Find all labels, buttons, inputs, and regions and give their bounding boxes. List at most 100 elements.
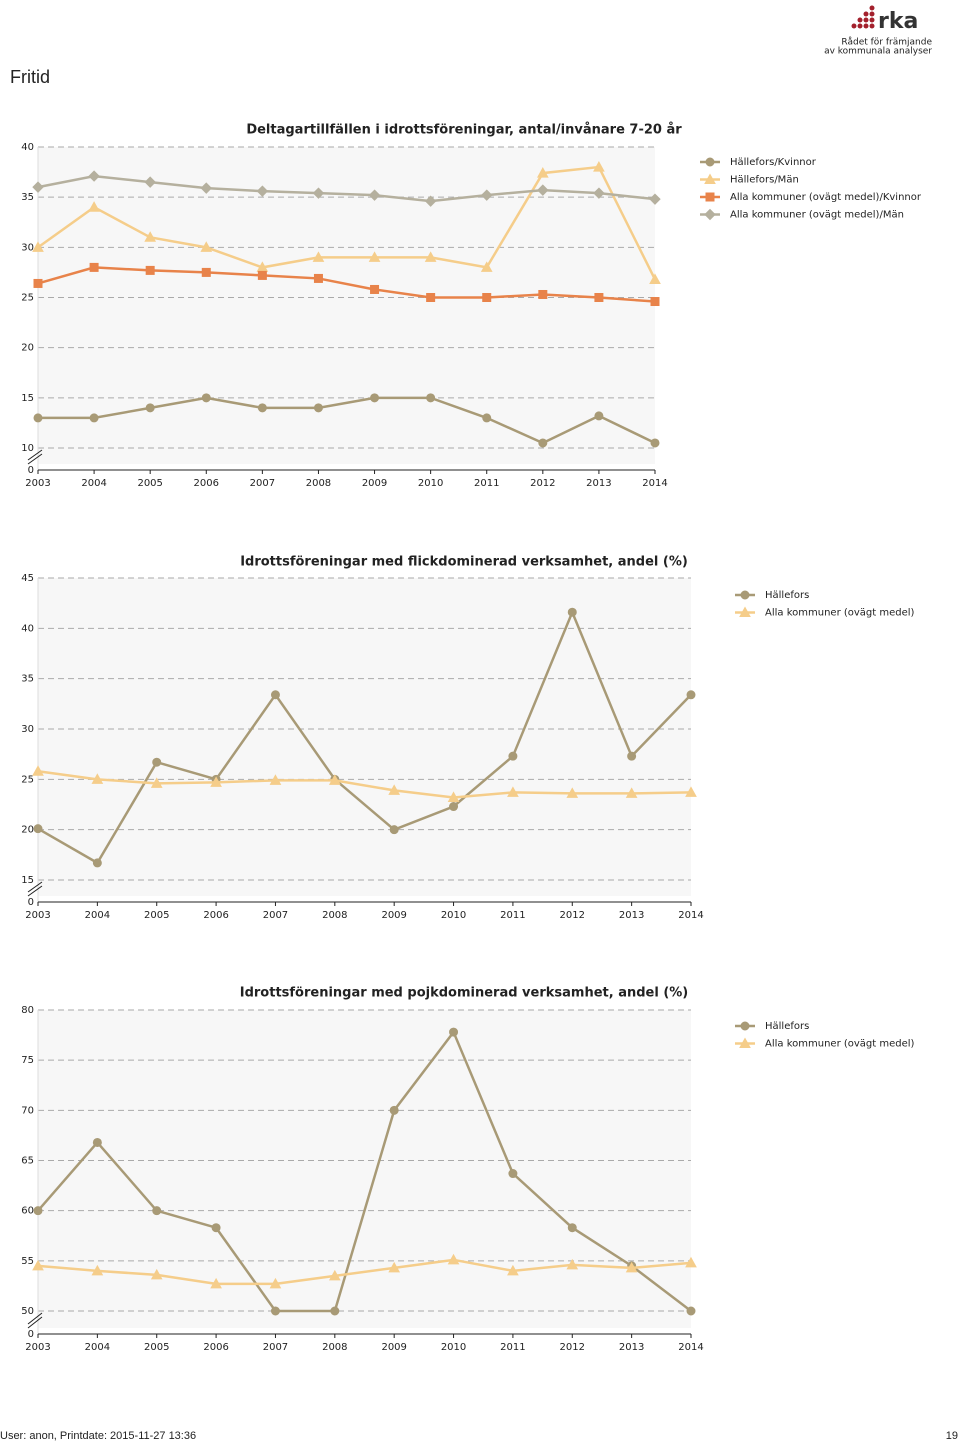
marker bbox=[537, 184, 549, 196]
legend-label: Hällefors bbox=[765, 590, 809, 601]
marker bbox=[150, 1268, 163, 1280]
x-tick-label: 2013 bbox=[619, 1342, 644, 1353]
marker bbox=[368, 251, 381, 262]
y-tick-label: 40 bbox=[21, 623, 34, 634]
marker bbox=[739, 606, 751, 617]
marker bbox=[150, 777, 163, 788]
marker bbox=[627, 751, 637, 761]
page-number: 19 bbox=[946, 1430, 958, 1442]
y-tick-label: 25 bbox=[21, 774, 34, 785]
marker bbox=[625, 787, 638, 798]
marker bbox=[89, 413, 99, 423]
marker bbox=[88, 201, 100, 212]
x-tick-label: 2005 bbox=[137, 478, 162, 489]
x-tick-label: 2008 bbox=[306, 478, 331, 489]
marker bbox=[92, 1137, 102, 1147]
marker bbox=[388, 784, 401, 795]
marker bbox=[480, 261, 493, 272]
marker bbox=[269, 1277, 282, 1289]
marker bbox=[449, 1027, 459, 1037]
marker bbox=[201, 267, 211, 277]
marker bbox=[538, 438, 548, 448]
y-tick-label: 15 bbox=[21, 875, 34, 886]
marker bbox=[91, 773, 104, 784]
x-tick-label: 2008 bbox=[322, 1342, 347, 1353]
marker bbox=[567, 1223, 577, 1233]
marker bbox=[270, 1306, 280, 1316]
x-tick-label: 2006 bbox=[194, 478, 219, 489]
marker bbox=[257, 270, 267, 280]
marker bbox=[312, 251, 325, 262]
x-tick-label: 2014 bbox=[642, 478, 667, 489]
marker bbox=[32, 181, 44, 193]
marker bbox=[424, 195, 437, 207]
series-line bbox=[38, 396, 656, 445]
x-tick-label: 2007 bbox=[263, 910, 288, 921]
plot-area bbox=[38, 147, 655, 464]
y-tick-label: 0 bbox=[28, 1329, 34, 1340]
marker bbox=[686, 690, 696, 700]
legend-label: Alla kommuner (ovägt medel) bbox=[765, 1039, 915, 1050]
x-tick-label: 2004 bbox=[85, 1342, 110, 1353]
marker bbox=[536, 167, 549, 178]
plot-area bbox=[38, 1010, 691, 1328]
marker bbox=[144, 231, 157, 242]
marker bbox=[566, 787, 579, 798]
marker bbox=[368, 189, 381, 201]
marker bbox=[91, 1264, 104, 1276]
y-tick-label: 10 bbox=[21, 443, 34, 454]
marker bbox=[426, 393, 436, 403]
x-tick-label: 2004 bbox=[85, 910, 110, 921]
marker bbox=[33, 1206, 43, 1216]
marker bbox=[145, 265, 155, 275]
x-tick-label: 2012 bbox=[560, 1342, 585, 1353]
marker bbox=[649, 273, 661, 284]
marker bbox=[740, 1021, 750, 1031]
marker bbox=[328, 1269, 341, 1281]
marker bbox=[507, 1264, 519, 1276]
x-tick-label: 2009 bbox=[381, 910, 406, 921]
y-tick-label: 40 bbox=[21, 142, 34, 153]
legend-label: Alla kommuner (ovägt medel)/Män bbox=[730, 210, 904, 221]
y-tick-label: 80 bbox=[21, 1005, 34, 1016]
x-tick-label: 2010 bbox=[441, 910, 466, 921]
series-line bbox=[37, 174, 656, 203]
y-tick-label: 15 bbox=[21, 393, 34, 404]
y-tick-label: 65 bbox=[21, 1156, 34, 1167]
marker bbox=[704, 173, 716, 184]
series-line bbox=[37, 165, 657, 280]
marker bbox=[270, 690, 280, 700]
y-tick-label: 35 bbox=[21, 674, 34, 685]
axis-break bbox=[27, 1312, 43, 1329]
series-line bbox=[37, 770, 692, 799]
marker bbox=[152, 1206, 162, 1216]
section-title: Fritid bbox=[10, 67, 50, 87]
marker bbox=[593, 187, 605, 199]
marker bbox=[388, 1261, 401, 1273]
marker bbox=[145, 403, 155, 413]
y-tick-label: 30 bbox=[21, 724, 34, 735]
x-tick-label: 2004 bbox=[81, 478, 106, 489]
marker bbox=[210, 1277, 222, 1289]
marker bbox=[625, 1261, 638, 1273]
marker bbox=[313, 273, 323, 283]
marker bbox=[507, 786, 519, 797]
chart-title: Idrottsföreningar med pojkdominerad verk… bbox=[240, 986, 689, 1001]
marker bbox=[152, 757, 162, 767]
x-tick-label: 2005 bbox=[144, 910, 169, 921]
marker bbox=[312, 187, 325, 199]
marker bbox=[330, 1306, 340, 1316]
marker bbox=[32, 241, 44, 252]
marker bbox=[705, 192, 715, 202]
marker bbox=[447, 791, 460, 802]
marker bbox=[257, 403, 267, 413]
marker bbox=[482, 413, 492, 423]
marker bbox=[739, 1037, 751, 1048]
marker bbox=[33, 413, 43, 423]
y-tick-label: 45 bbox=[21, 573, 34, 584]
marker bbox=[649, 193, 661, 205]
marker bbox=[426, 293, 436, 302]
marker bbox=[32, 765, 44, 776]
marker bbox=[200, 182, 212, 194]
marker bbox=[328, 774, 341, 785]
